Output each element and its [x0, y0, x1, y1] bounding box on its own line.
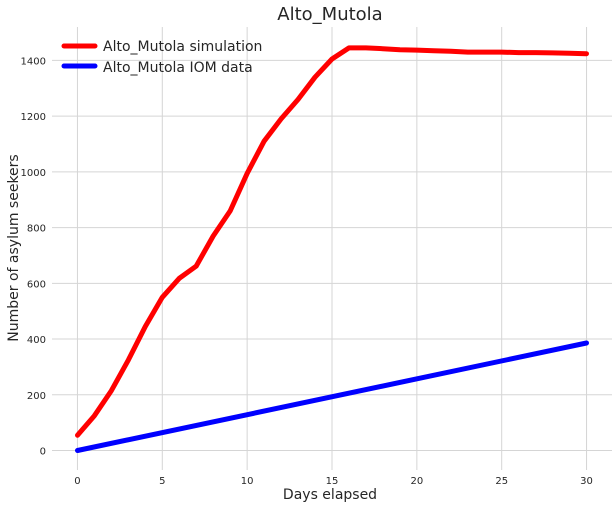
x-tick-label: 30: [580, 476, 593, 487]
y-tick-label: 1400: [21, 56, 46, 67]
y-tick-label: 1200: [21, 112, 46, 123]
x-tick-labels: 0 5 10 15 20 25 30: [74, 476, 593, 487]
x-tick-label: 15: [326, 476, 339, 487]
x-tick-label: 25: [495, 476, 508, 487]
legend-label-iom-data: Alto_Mutola IOM data: [103, 60, 253, 76]
y-tick-label: 400: [27, 335, 46, 346]
y-tick-label: 600: [27, 279, 46, 290]
series-line-1: [75, 340, 589, 453]
series-line-0: [75, 45, 589, 438]
x-tick-label: 20: [410, 476, 423, 487]
legend-label-simulation: Alto_Mutola simulation: [103, 39, 262, 55]
x-tick-label: 0: [74, 476, 80, 487]
series-lines: [75, 45, 589, 453]
x-axis-label: Days elapsed: [283, 487, 377, 503]
x-tick-label: 5: [159, 476, 165, 487]
y-tick-label: 800: [27, 224, 46, 235]
y-tick-label: 200: [27, 391, 46, 402]
y-tick-label: 1000: [21, 168, 46, 179]
chart-title: Alto_Mutola: [277, 4, 382, 25]
y-tick-label: 0: [40, 446, 46, 457]
x-tick-label: 10: [241, 476, 254, 487]
legend: Alto_Mutola simulation Alto_Mutola IOM d…: [61, 39, 262, 76]
y-axis-label: Number of asylum seekers: [6, 154, 22, 341]
y-tick-labels: 0 200 400 600 800 1000 1200 1400: [21, 56, 46, 457]
